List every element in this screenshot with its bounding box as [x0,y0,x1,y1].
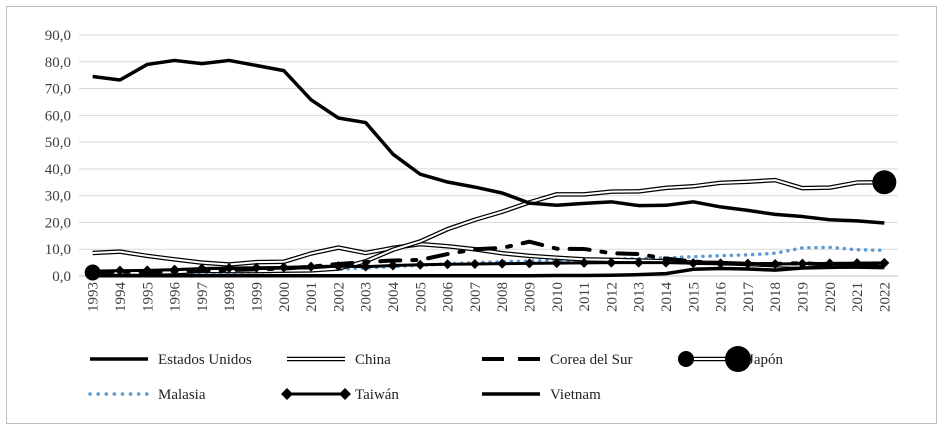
data-point [224,262,235,273]
legend-label: Vietnam [550,387,601,403]
x-tick-label: 2002 [331,282,347,312]
data-point [715,258,726,269]
data-point [196,263,207,274]
y-tick-label: 60,0 [45,108,71,124]
legend-item-estados-unidos: Estados Unidos [90,352,252,368]
legend-marker [339,388,351,400]
series-corea-del-sur [90,239,887,275]
y-tick-label: 10,0 [45,242,71,258]
data-point [606,257,617,268]
series-line [90,245,887,277]
data-point [872,170,897,195]
data-point [524,258,535,269]
x-tick-label: 1995 [140,282,156,312]
data-point [360,261,371,272]
legend-item-taiwán: Taiwán [281,387,399,403]
x-tick-label: 2006 [441,282,457,313]
x-tick-label: 1994 [113,282,129,313]
data-point [442,259,453,270]
x-tick-label: 2014 [659,282,675,313]
x-tick-label: 2020 [823,282,839,312]
series-vietnam [92,264,885,278]
series-estados-unidos [92,58,885,225]
y-tick-label: 90,0 [45,28,71,44]
y-tick-label: 20,0 [45,215,71,231]
legend-item-china: China [287,352,391,368]
data-point [387,260,398,271]
legend-item-malasia: Malasia [88,387,206,403]
data-point [87,266,98,277]
data-point [742,258,753,269]
data-point [306,261,317,272]
legend-item-japón: Japón [678,346,783,372]
data-point [688,258,699,269]
series-line [92,58,885,225]
x-tick-label: 2001 [304,282,320,312]
x-tick-label: 2012 [604,282,620,312]
series-malasia [90,245,887,277]
legend-label: China [355,352,391,368]
series-line-outer [92,177,885,276]
data-point [497,258,508,269]
y-tick-label: 80,0 [45,55,71,71]
data-point [551,258,562,269]
x-tick-label: 1998 [222,282,238,312]
x-tick-label: 2004 [386,282,402,313]
x-tick-label: 1999 [249,282,265,312]
legend-label: Japón [748,352,783,368]
x-tick-label: 2013 [632,282,648,312]
x-tick-label: 2007 [468,282,484,313]
x-tick-label: 1996 [168,282,184,313]
legend-marker [678,351,694,367]
x-tick-label: 1997 [195,282,211,313]
legend-label: Taiwán [355,387,399,403]
x-tick-label: 2021 [850,282,866,312]
x-tick-label: 2009 [522,282,538,312]
y-tick-label: 40,0 [45,162,71,178]
x-tick-label: 2015 [686,282,702,312]
series-line [92,264,885,278]
x-tick-label: 2019 [795,282,811,312]
legend-label: Corea del Sur [550,352,632,368]
data-point [333,261,344,272]
data-point [114,265,125,276]
data-point [633,257,644,268]
x-tick-label: 2016 [714,282,730,313]
data-point [142,265,153,276]
legend-label: Malasia [158,387,206,403]
series-line [90,239,887,275]
y-tick-label: 70,0 [45,82,71,98]
data-point [770,258,781,269]
x-tick-label: 2017 [741,282,757,313]
x-tick-label: 2010 [550,282,566,312]
legend-marker [281,388,293,400]
y-tick-label: 30,0 [45,189,71,205]
x-tick-label: 2018 [768,282,784,312]
data-point [579,257,590,268]
x-tick-label: 2008 [495,282,511,312]
x-tick-label: 1993 [86,282,102,312]
legend-label: Estados Unidos [158,352,252,368]
x-tick-label: 2003 [359,282,375,312]
data-point [415,259,426,270]
legend-item-vietnam: Vietnam [482,387,601,403]
legend-item-corea-del-sur: Corea del Sur [482,352,632,368]
data-point [251,262,262,273]
x-tick-label: 2011 [577,282,593,311]
x-tick-label: 2022 [877,282,893,312]
data-point [278,262,289,273]
y-tick-label: 50,0 [45,135,71,151]
x-tick-label: 2005 [413,282,429,312]
x-tick-label: 2000 [277,282,293,312]
data-point [169,264,180,275]
data-point [469,258,480,269]
y-tick-label: 0,0 [52,269,71,285]
series-taiwán [87,257,890,277]
legend-marker [725,346,751,372]
data-point [660,257,671,268]
series-line-inner [92,179,885,274]
